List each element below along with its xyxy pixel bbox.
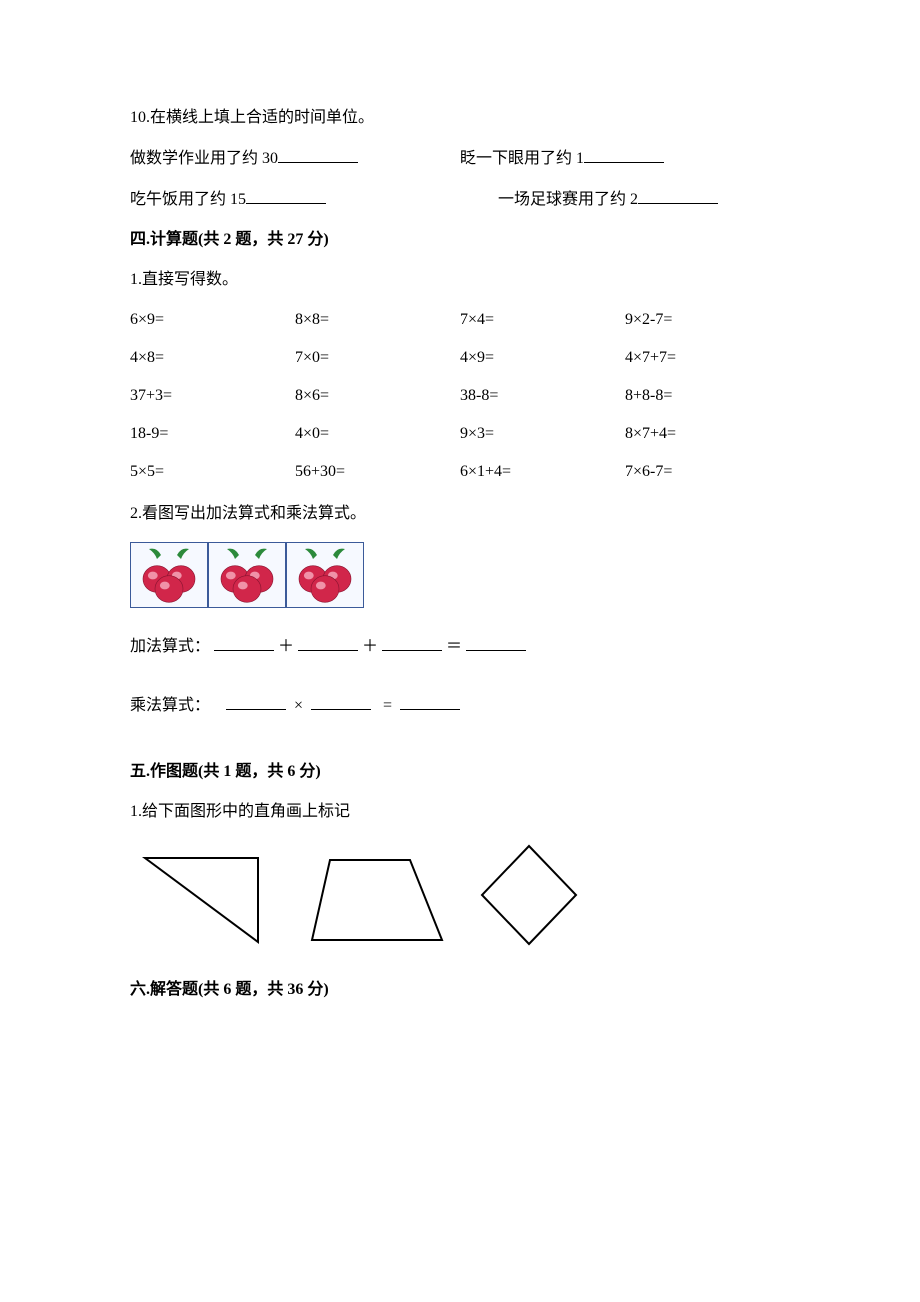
- calc-cell: 9×2-7=: [625, 308, 790, 332]
- q10-r2-b: 一场足球赛用了约 2: [460, 187, 790, 212]
- s4-q1-number: 1.: [130, 271, 142, 288]
- fruit-group: [208, 542, 286, 608]
- blank: [298, 634, 358, 651]
- blank: [466, 634, 526, 651]
- blank: [382, 634, 442, 651]
- section5-title: 五.作图题(共 1 题，共 6 分): [130, 760, 790, 784]
- triangle-shape: [130, 850, 280, 950]
- q10-stem: 10.在横线上填上合适的时间单位。: [130, 106, 790, 130]
- blank: [214, 634, 274, 651]
- blank: [246, 187, 326, 204]
- blank: [278, 146, 358, 163]
- s5-q1-stem: 1.给下面图形中的直角画上标记: [130, 800, 790, 824]
- fruit-group: [130, 542, 208, 608]
- q10-r1-b-text: 眨一下眼用了约 1: [460, 150, 584, 167]
- calc-cell: 5×5=: [130, 460, 295, 484]
- worksheet-page: 10.在横线上填上合适的时间单位。 做数学作业用了约 30 眨一下眼用了约 1 …: [0, 0, 920, 1302]
- blank: [584, 146, 664, 163]
- calc-cell: 4×8=: [130, 346, 295, 370]
- calc-cell: 8×6=: [295, 384, 460, 408]
- calc-cell: 38-8=: [460, 384, 625, 408]
- s4-q2-number: 2.: [130, 505, 142, 522]
- blank: [638, 187, 718, 204]
- calc-grid: 6×9=8×8=7×4=9×2-7= 4×8=7×0=4×9=4×7+7= 37+3…: [130, 308, 790, 484]
- s5-q1-number: 1.: [130, 803, 142, 820]
- blank: [311, 693, 371, 710]
- q10-r1-b: 眨一下眼用了约 1: [460, 146, 790, 171]
- q10-number: 10.: [130, 109, 150, 126]
- calc-cell: 7×4=: [460, 308, 625, 332]
- calc-cell: 4×0=: [295, 422, 460, 446]
- calc-cell: 56+30=: [295, 460, 460, 484]
- add-equation: 加法算式： ＋ ＋ ＝: [130, 634, 790, 659]
- blank: [226, 693, 286, 710]
- calc-cell: 7×0=: [295, 346, 460, 370]
- calc-cell: 8×7+4=: [625, 422, 790, 446]
- fruit-group: [286, 542, 364, 608]
- calc-cell: 4×7+7=: [625, 346, 790, 370]
- equals-sign: =: [383, 697, 392, 714]
- s4-q2-text: 看图写出加法算式和乘法算式。: [142, 505, 366, 522]
- calc-cell: 9×3=: [460, 422, 625, 446]
- section4-title: 四.计算题(共 2 题，共 27 分): [130, 228, 790, 252]
- trapezoid-shape: [302, 850, 452, 950]
- fruit-row: [130, 542, 790, 608]
- mul-equation: 乘法算式： × =: [130, 693, 790, 718]
- q10-r2-b-text: 一场足球赛用了约 2: [498, 191, 638, 208]
- mul-label: 乘法算式：: [130, 697, 210, 714]
- q10-r2-a-text: 吃午饭用了约 15: [130, 191, 246, 208]
- calc-cell: 8+8-8=: [625, 384, 790, 408]
- diamond-shape: [474, 840, 584, 950]
- calc-cell: 18-9=: [130, 422, 295, 446]
- plus-sign: ＋: [362, 638, 378, 655]
- s4-q2-stem: 2.看图写出加法算式和乘法算式。: [130, 502, 790, 526]
- section6-title: 六.解答题(共 6 题，共 36 分): [130, 978, 790, 1002]
- calc-cell: 7×6-7=: [625, 460, 790, 484]
- plus-sign: ＋: [278, 638, 294, 655]
- times-sign: ×: [294, 697, 303, 714]
- q10-row1: 做数学作业用了约 30 眨一下眼用了约 1: [130, 146, 790, 171]
- s5-q1-text: 给下面图形中的直角画上标记: [142, 803, 350, 820]
- q10-r1-a-text: 做数学作业用了约 30: [130, 150, 278, 167]
- add-label: 加法算式：: [130, 638, 210, 655]
- q10-text: 在横线上填上合适的时间单位。: [150, 109, 374, 126]
- blank: [400, 693, 460, 710]
- q10-r2-a: 吃午饭用了约 15: [130, 187, 460, 212]
- calc-cell: 6×1+4=: [460, 460, 625, 484]
- q10-row2: 吃午饭用了约 15 一场足球赛用了约 2: [130, 187, 790, 212]
- calc-cell: 8×8=: [295, 308, 460, 332]
- s4-q1-stem: 1.直接写得数。: [130, 268, 790, 292]
- calc-cell: 4×9=: [460, 346, 625, 370]
- q10-r1-a: 做数学作业用了约 30: [130, 146, 460, 171]
- shapes-row: [130, 840, 790, 950]
- s4-q1-text: 直接写得数。: [142, 271, 238, 288]
- calc-cell: 6×9=: [130, 308, 295, 332]
- equals-sign: ＝: [446, 638, 462, 655]
- calc-cell: 37+3=: [130, 384, 295, 408]
